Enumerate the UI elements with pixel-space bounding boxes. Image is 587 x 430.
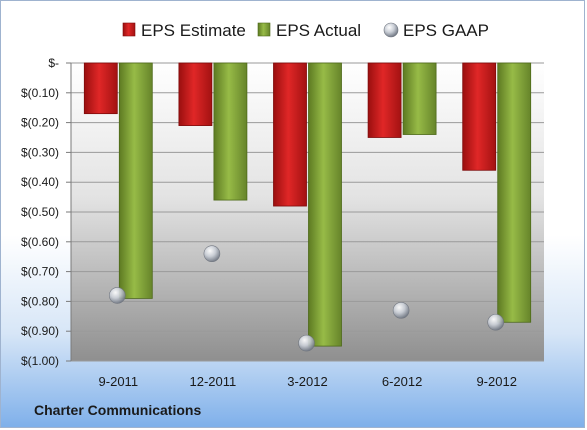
y-tick-label: $(0.10) [21,86,59,100]
marker-gaap [203,245,221,263]
y-tick-label: $(0.80) [21,294,59,308]
marker-gaap [392,302,410,319]
bar-actual [308,62,342,347]
y-tick-label: $(0.50) [21,205,59,219]
marker-gaap [487,313,505,331]
bar-estimate [83,62,118,115]
bar-actual [118,62,153,299]
y-tick-label: $(0.90) [21,324,59,338]
bar-actual [402,62,437,135]
y-tick-label: $(0.30) [21,145,59,159]
bars [83,62,532,347]
legend-label-gaap: EPS GAAP [403,21,489,40]
legend-swatch-actual [257,22,271,37]
legend-label-actual: EPS Actual [276,21,361,40]
y-tick-label: $(0.70) [21,265,59,279]
legend-swatch-estimate [122,22,136,37]
x-category-label: 6-2012 [382,374,422,389]
legend-swatch-gaap [383,22,399,38]
bar-estimate [273,62,307,207]
x-category-label: 12-2011 [190,374,237,389]
y-axis-ticks: $- $(0.10) $(0.20) $(0.30) $(0.40) $(0.50) $(0… [21,56,59,368]
x-category-label: 9-2011 [99,374,139,389]
y-tick-label: $(0.60) [21,235,59,249]
y-tick-label: $(1.00) [21,354,59,368]
marker-gaap [109,287,126,304]
bar-actual [497,62,532,323]
x-axis-categories: 9-2011 12-2011 3-2012 6-2012 9-2012 [99,374,517,389]
bar-estimate [462,62,497,171]
x-category-label: 9-2012 [476,374,516,389]
y-tick-label: $- [48,56,59,70]
marker-gaap [298,334,315,352]
gaap-markers [109,245,505,352]
legend: EPS Estimate EPS Actual EPS GAAP [122,21,489,40]
y-tick-label: $(0.40) [21,175,59,189]
bar-estimate [367,62,402,138]
company-caption: Charter Communications [34,402,202,418]
bar-actual [213,62,248,201]
x-category-label: 3-2012 [287,374,327,389]
legend-label-estimate: EPS Estimate [141,21,246,40]
y-tick-label: $(0.20) [21,116,59,130]
bar-estimate [178,62,213,126]
